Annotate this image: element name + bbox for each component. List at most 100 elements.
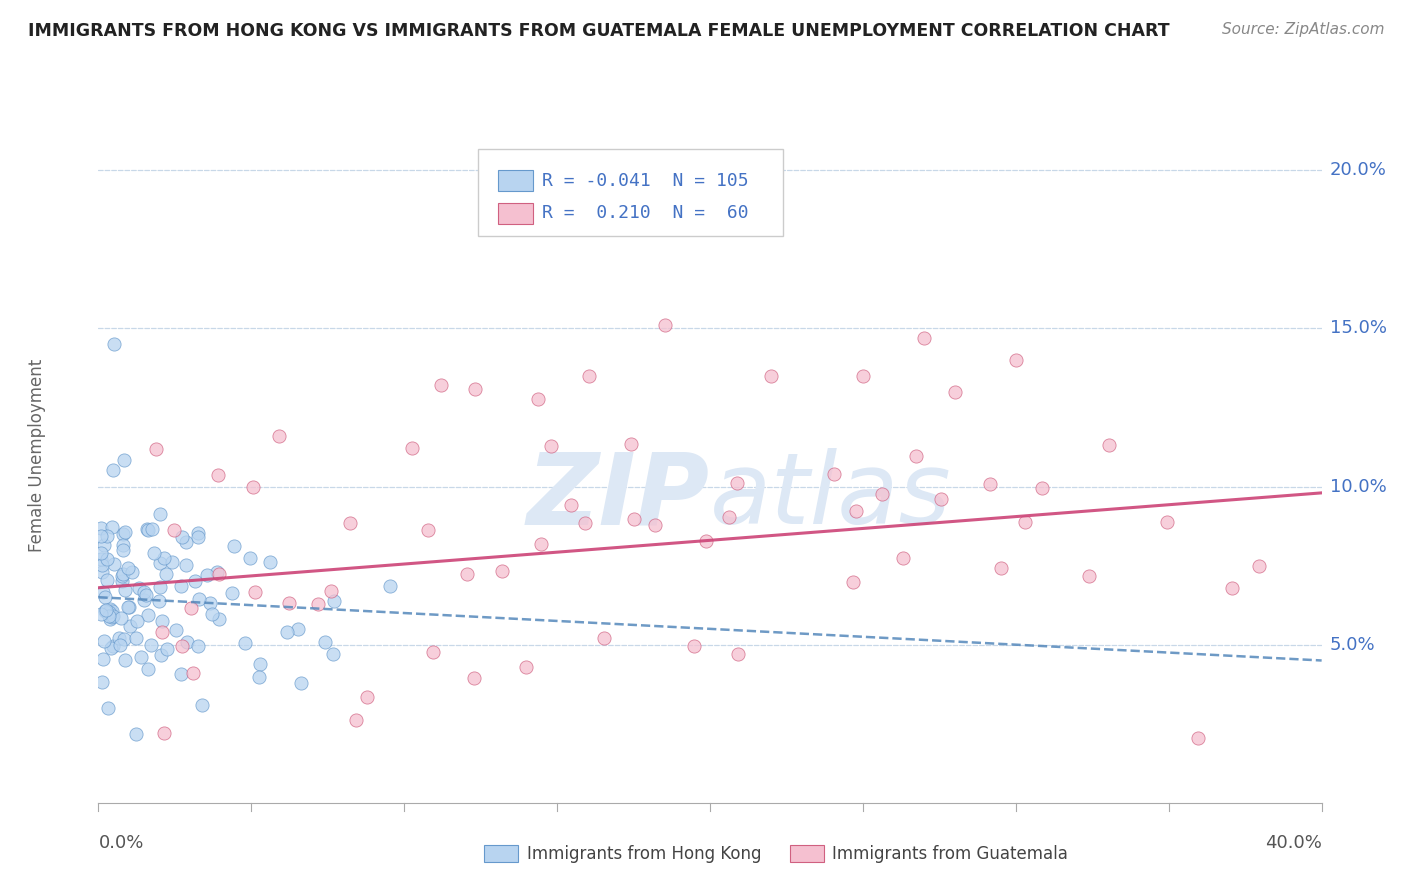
FancyBboxPatch shape <box>478 149 783 235</box>
Point <box>1031 482 1053 496</box>
Point <box>623 511 645 525</box>
Point <box>155 566 177 581</box>
Point <box>1187 731 1209 745</box>
Point <box>174 534 197 549</box>
Point <box>90 558 112 572</box>
Point <box>852 368 875 383</box>
Point <box>307 597 329 611</box>
Text: Female Unemployment: Female Unemployment <box>28 359 46 551</box>
Point <box>464 382 486 396</box>
Point <box>207 467 229 482</box>
Point <box>111 542 134 557</box>
Point <box>187 526 209 541</box>
Point <box>197 567 219 582</box>
Point <box>111 527 134 541</box>
Point <box>191 698 214 712</box>
Point <box>98 612 121 626</box>
Point <box>239 551 262 566</box>
Point <box>93 634 115 648</box>
Point <box>148 594 170 608</box>
Text: Source: ZipAtlas.com: Source: ZipAtlas.com <box>1222 22 1385 37</box>
Point <box>134 593 156 607</box>
Point <box>135 588 157 602</box>
Point <box>131 649 153 664</box>
Point <box>259 555 281 569</box>
Point <box>401 441 423 455</box>
Point <box>150 614 173 628</box>
Point <box>170 667 193 681</box>
Point <box>593 632 616 646</box>
Point <box>422 645 444 659</box>
Point <box>125 726 148 740</box>
Point <box>245 585 267 599</box>
Point <box>103 557 125 571</box>
Text: 10.0%: 10.0% <box>1330 477 1386 496</box>
Point <box>201 607 224 621</box>
Point <box>727 475 749 490</box>
Text: 5.0%: 5.0% <box>1330 636 1375 654</box>
Text: 0.0%: 0.0% <box>98 834 143 852</box>
Point <box>344 714 367 728</box>
Point <box>870 486 893 500</box>
Point <box>321 583 343 598</box>
Text: R =  0.210  N =  60: R = 0.210 N = 60 <box>543 204 749 222</box>
Point <box>233 636 256 650</box>
Point <box>717 509 740 524</box>
Point <box>111 568 134 582</box>
Point <box>759 368 782 383</box>
Point <box>943 384 966 399</box>
Point <box>107 631 129 645</box>
Point <box>221 585 243 599</box>
Point <box>96 574 118 588</box>
Point <box>290 676 312 690</box>
Point <box>378 579 401 593</box>
Point <box>97 701 120 715</box>
Point <box>339 516 361 530</box>
FancyBboxPatch shape <box>498 203 533 224</box>
Point <box>97 606 120 620</box>
Point <box>276 624 298 639</box>
Point <box>91 652 114 666</box>
Point <box>187 640 209 654</box>
Point <box>278 596 301 610</box>
Point <box>187 591 209 606</box>
Point <box>416 524 439 538</box>
Point <box>1014 515 1036 529</box>
Point <box>90 607 112 621</box>
Point <box>683 640 706 654</box>
Point <box>162 523 184 537</box>
Point <box>181 666 204 681</box>
FancyBboxPatch shape <box>484 846 517 862</box>
Point <box>172 530 194 544</box>
Point <box>118 619 141 633</box>
Point <box>90 551 112 566</box>
Point <box>101 520 124 534</box>
Text: 20.0%: 20.0% <box>1330 161 1386 179</box>
Point <box>322 647 344 661</box>
Point <box>1247 559 1270 574</box>
Point <box>1220 581 1243 595</box>
Point <box>463 671 485 685</box>
Point <box>356 690 378 704</box>
Point <box>125 632 148 646</box>
Point <box>515 659 537 673</box>
Point <box>179 600 201 615</box>
Point <box>183 574 205 588</box>
Text: atlas: atlas <box>710 448 952 545</box>
Point <box>1097 438 1119 452</box>
Point <box>429 377 451 392</box>
Point <box>91 585 114 599</box>
Point <box>90 521 112 535</box>
Point <box>121 565 143 579</box>
Text: 15.0%: 15.0% <box>1330 319 1386 337</box>
Point <box>94 603 117 617</box>
Point <box>117 560 139 574</box>
Point <box>527 392 550 406</box>
Point <box>127 614 149 628</box>
Point <box>134 585 156 599</box>
Point <box>929 492 952 507</box>
Point <box>160 555 183 569</box>
Point <box>905 449 928 463</box>
Point <box>136 662 159 676</box>
Point <box>142 545 165 559</box>
